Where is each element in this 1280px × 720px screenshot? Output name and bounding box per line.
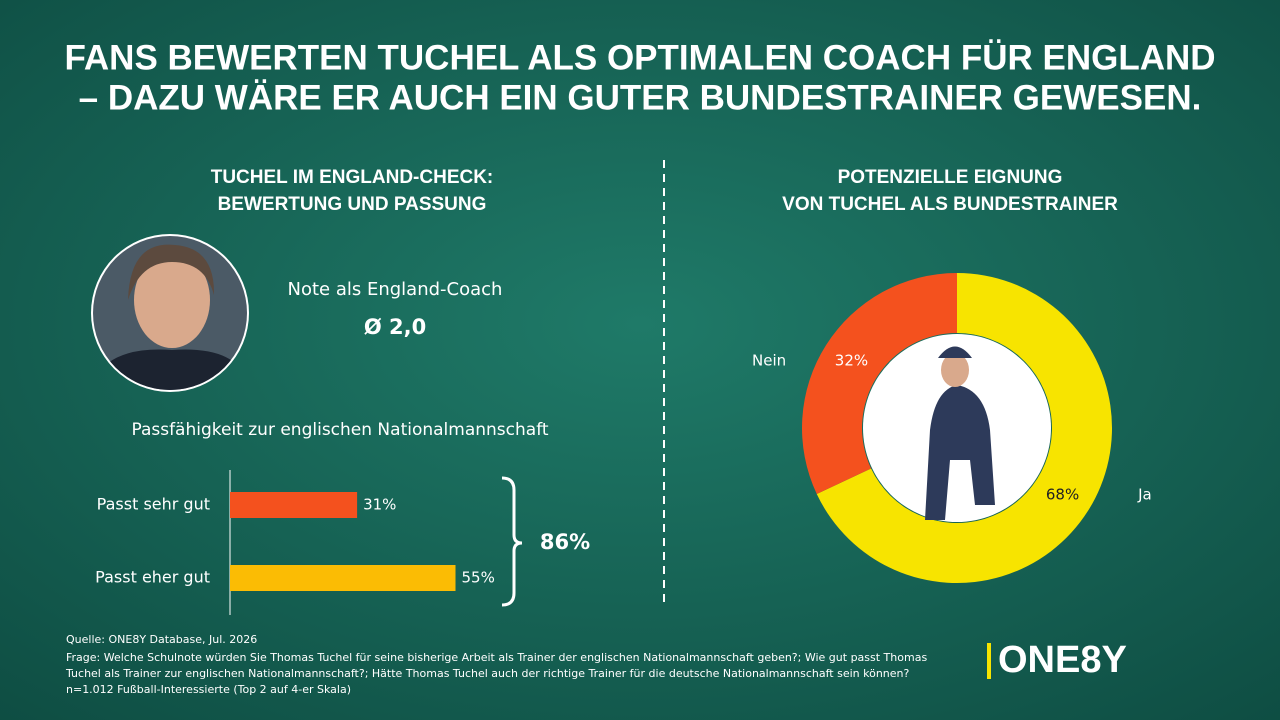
value-label: 31% [363, 496, 396, 514]
section-title: BEWERTUNG UND PASSUNG [218, 194, 487, 215]
bracket [501, 476, 523, 607]
bar-subtitle: Passfähigkeit zur englischen Nationalman… [131, 420, 548, 440]
donut-slice [801, 273, 957, 494]
category-label: Passt sehr gut [97, 495, 210, 514]
bar [230, 565, 456, 591]
footnote: Frage: Welche Schulnote würden Sie Thoma… [66, 651, 927, 664]
section-title: POTENZIELLE EIGNUNG [838, 167, 1063, 188]
headline: – DAZU WÄRE ER AUCH EIN GUTER BUNDESTRAI… [79, 78, 1202, 117]
donut-slice [816, 273, 1112, 583]
bar [230, 492, 358, 518]
footnote: Tuchel als Trainer zur englischen Nation… [65, 667, 910, 680]
value-label: 68% [1046, 485, 1079, 503]
logo: ONE8Y [998, 639, 1127, 681]
logo-bar [987, 643, 991, 679]
portrait [91, 234, 249, 392]
section-title: TUCHEL IM ENGLAND-CHECK: [211, 167, 494, 188]
source: Quelle: ONE8Y Database, Jul. 2026 [66, 633, 257, 646]
headline: FANS BEWERTEN TUCHEL ALS OPTIMALEN COACH… [64, 38, 1215, 77]
grade: Ø 2,0 [364, 315, 426, 339]
footnote: n=1.012 Fußball-Interessierte (Top 2 auf… [66, 683, 351, 696]
section-title: VON TUCHEL ALS BUNDESTRAINER [782, 194, 1118, 215]
category-label: Ja [1137, 485, 1152, 503]
photo-center [863, 334, 1051, 522]
value-label: 55% [462, 569, 495, 587]
category-label: Nein [752, 352, 786, 370]
category-label: Passt eher gut [95, 568, 210, 587]
value-label: 32% [835, 352, 868, 370]
total-label: 86% [540, 530, 590, 554]
grade-title: Note als England-Coach [288, 279, 503, 300]
